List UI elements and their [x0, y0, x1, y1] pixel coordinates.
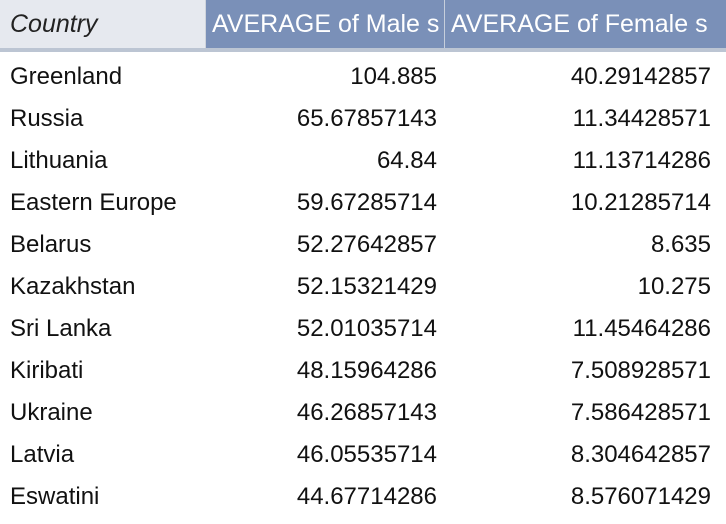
average-female-cell[interactable]: 8.576071429	[570, 483, 711, 510]
country-cell[interactable]: Latvia	[10, 441, 75, 468]
average-female-cell[interactable]: 11.34428571	[572, 105, 711, 132]
table-row: Belarus 52.27642857 8.635	[0, 224, 726, 266]
table-row: Greenland 104.885 40.29142857	[0, 56, 726, 98]
average-female-cell[interactable]: 8.635	[650, 231, 711, 258]
average-female-cell[interactable]: 8.304642857	[570, 441, 711, 468]
average-female-cell[interactable]: 10.21285714	[570, 189, 711, 216]
table-row: Russia 65.67857143 11.34428571	[0, 98, 726, 140]
average-male-cell[interactable]: 44.67714286	[296, 483, 437, 510]
country-cell[interactable]: Ukraine	[10, 399, 93, 426]
average-male-cell[interactable]: 46.05535714	[296, 441, 437, 468]
country-cell[interactable]: Sri Lanka	[10, 315, 112, 342]
average-female-cell[interactable]: 7.508928571	[570, 357, 711, 384]
table-row: Kiribati 48.15964286 7.508928571	[0, 350, 726, 392]
country-column-header[interactable]: Country	[0, 0, 206, 48]
average-female-cell[interactable]: 11.45464286	[572, 315, 711, 342]
average-male-cell[interactable]: 104.885	[350, 63, 437, 90]
table-row: Eastern Europe 59.67285714 10.21285714	[0, 182, 726, 224]
average-female-cell[interactable]: 10.275	[637, 273, 711, 300]
average-male-cell[interactable]: 48.15964286	[296, 357, 437, 384]
average-male-cell[interactable]: 52.15321429	[296, 273, 437, 300]
table-row: Lithuania 64.84 11.13714286	[0, 140, 726, 182]
average-male-cell[interactable]: 52.27642857	[296, 231, 437, 258]
average-female-column-header[interactable]: AVERAGE of Female s	[445, 0, 726, 48]
average-male-cell[interactable]: 65.67857143	[296, 105, 437, 132]
country-cell[interactable]: Kazakhstan	[10, 273, 136, 300]
average-male-cell[interactable]: 59.67285714	[296, 189, 437, 216]
table-row: Ukraine 46.26857143 7.586428571	[0, 392, 726, 434]
country-cell[interactable]: Belarus	[10, 231, 92, 258]
country-cell[interactable]: Eswatini	[10, 483, 100, 510]
average-male-cell[interactable]: 64.84	[376, 147, 437, 174]
table-row: Kazakhstan 52.15321429 10.275	[0, 266, 726, 308]
country-cell[interactable]: Greenland	[10, 63, 123, 90]
country-cell[interactable]: Eastern Europe	[10, 189, 177, 216]
average-male-column-header[interactable]: AVERAGE of Male s	[206, 0, 445, 48]
country-cell[interactable]: Russia	[10, 105, 84, 132]
right-edge-strip	[713, 56, 726, 524]
average-male-cell[interactable]: 52.01035714	[296, 315, 437, 342]
country-cell[interactable]: Kiribati	[10, 357, 84, 384]
table-body: Greenland 104.885 40.29142857 Russia 65.…	[0, 56, 726, 518]
table-row: Eswatini 44.67714286 8.576071429	[0, 476, 726, 518]
table-row: Latvia 46.05535714 8.304642857	[0, 434, 726, 476]
table-header-row: Country AVERAGE of Male s AVERAGE of Fem…	[0, 0, 726, 52]
average-male-cell[interactable]: 46.26857143	[296, 399, 437, 426]
average-female-cell[interactable]: 11.13714286	[572, 147, 711, 174]
average-female-cell[interactable]: 40.29142857	[570, 63, 711, 90]
table-row: Sri Lanka 52.01035714 11.45464286	[0, 308, 726, 350]
country-cell[interactable]: Lithuania	[10, 147, 108, 174]
average-female-cell[interactable]: 7.586428571	[570, 399, 711, 426]
